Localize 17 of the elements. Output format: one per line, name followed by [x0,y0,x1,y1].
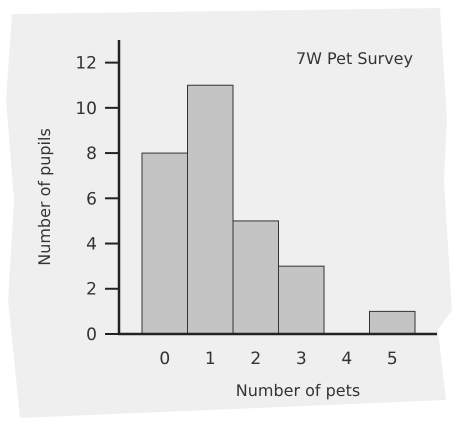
x-tick-label: 1 [204,349,216,369]
x-tick-label: 4 [341,349,352,369]
x-tick-label: 5 [386,349,398,369]
x-tick-label: 3 [296,349,307,369]
y-tick-label: 10 [75,98,97,119]
y-tick-label: 6 [86,189,97,210]
y-tick-label: 4 [86,234,97,254]
x-tick-label: 2 [250,349,262,369]
y-tick-label: 12 [75,54,97,74]
x-axis-title: Number of pets [236,381,360,400]
text: 7W Pet Survey [296,49,413,68]
y-tick-label: 8 [86,144,97,164]
bar [369,310,416,334]
x-tick-label: 0 [159,349,170,369]
y-tick-label: 2 [86,280,97,300]
y-tick-label: 0 [86,324,97,345]
y-axis-title: Number of pupils [35,128,54,266]
